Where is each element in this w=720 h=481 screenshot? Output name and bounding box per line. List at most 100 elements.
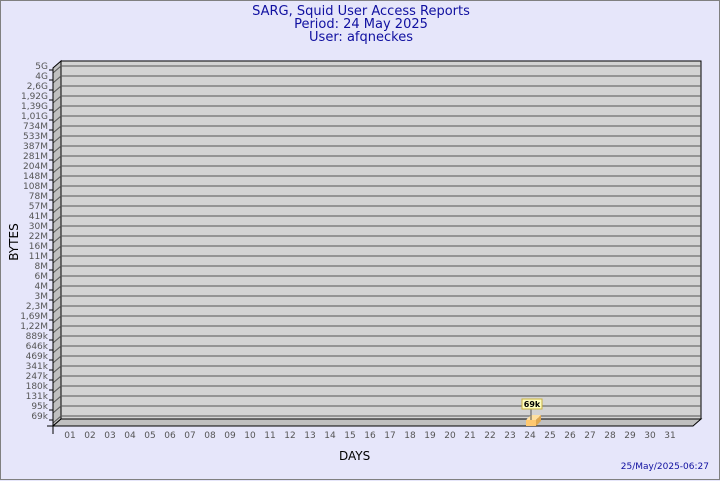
y-tick-label: 148M <box>23 172 48 182</box>
grid-diagonal <box>52 235 62 244</box>
y-tick-label: 78M <box>29 192 48 202</box>
y-tick-label: 11M <box>29 252 48 262</box>
x-tick-label: 28 <box>604 431 616 441</box>
grid-diagonal <box>52 145 62 154</box>
grid-diagonal <box>52 65 62 74</box>
y-tick-label: 6M <box>35 272 49 282</box>
y-tick-label: 1,22M <box>20 322 48 332</box>
timestamp: 25/May/2025-06:27 <box>620 462 709 472</box>
y-tick-label: 281M <box>23 152 48 162</box>
x-tick-label: 26 <box>564 431 576 441</box>
y-tick-label: 95k <box>31 402 48 412</box>
y-tick-label: 2,3M <box>26 302 48 312</box>
y-tick-label: 646k <box>26 342 49 352</box>
grid-diagonal <box>52 185 62 194</box>
y-tick-label: 30M <box>29 222 48 232</box>
y-tick-label: 533M <box>23 132 48 142</box>
y-tick-label: 131k <box>26 392 49 402</box>
chart-title: SARG, Squid User Access Reports <box>252 4 470 19</box>
x-tick-label: 19 <box>424 431 436 441</box>
x-tick-label: 21 <box>464 431 475 441</box>
grid-diagonal <box>52 285 62 294</box>
grid-diagonal <box>52 415 62 424</box>
x-tick-label: 07 <box>184 431 195 441</box>
grid-diagonal <box>52 135 62 144</box>
x-tick-label: 31 <box>664 431 675 441</box>
x-tick-label: 30 <box>644 431 656 441</box>
x-tick-label: 17 <box>384 431 395 441</box>
y-tick-label: 1,92G <box>21 92 48 102</box>
grid-diagonal <box>52 175 62 184</box>
chart-user: User: afqneckes <box>309 30 413 45</box>
grid-diagonal <box>52 255 62 264</box>
x-tick-label: 13 <box>304 431 315 441</box>
x-tick-label: 04 <box>124 431 136 441</box>
bar-side <box>536 415 541 426</box>
data-label: 69k <box>524 400 541 409</box>
x-tick-label: 08 <box>204 431 216 441</box>
x-tick-label: 03 <box>104 431 115 441</box>
x-tick-label: 29 <box>624 431 636 441</box>
grid-diagonal <box>52 215 62 224</box>
grid-diagonal <box>52 165 62 174</box>
grid-diagonal <box>52 95 62 104</box>
y-tick-label: 469k <box>26 352 49 362</box>
y-tick-label: 1,01G <box>21 112 48 122</box>
grid-diagonal <box>52 275 62 284</box>
x-tick-label: 10 <box>244 431 256 441</box>
grid-diagonal <box>52 75 62 84</box>
y-tick-label: 41M <box>29 212 48 222</box>
grid-diagonal <box>52 265 62 274</box>
y-tick-label: 387M <box>23 142 48 152</box>
grid-diagonal <box>52 115 62 124</box>
y-tick-label: 2,6G <box>27 82 48 92</box>
grid-diagonal <box>52 85 62 94</box>
grid-diagonal <box>52 295 62 304</box>
x-tick-label: 06 <box>164 431 176 441</box>
y-tick-label: 22M <box>29 232 48 242</box>
y-tick-label: 5G <box>35 62 48 72</box>
y-tick-label: 204M <box>23 162 48 172</box>
x-axis-label: DAYS <box>339 449 371 463</box>
y-tick-label: 3M <box>35 292 49 302</box>
grid-diagonal <box>52 375 62 384</box>
y-tick-label: 734M <box>23 122 48 132</box>
grid-diagonal <box>52 395 62 404</box>
grid-diagonal <box>52 385 62 394</box>
grid-diagonal <box>52 225 62 234</box>
grid-diagonal <box>52 155 62 164</box>
grid-diagonal <box>52 355 62 364</box>
y-tick-label: 341k <box>26 362 49 372</box>
x-tick-label: 15 <box>344 431 355 441</box>
y-axis-label: BYTES <box>7 223 21 261</box>
y-tick-label: 1,39G <box>21 102 48 112</box>
grid-diagonal <box>52 105 62 114</box>
chart-period: Period: 24 May 2025 <box>294 17 428 32</box>
data-label-box <box>521 398 543 410</box>
grid-diagonal <box>52 195 62 204</box>
x-tick-label: 09 <box>224 431 236 441</box>
back-panel <box>60 60 702 420</box>
x-tick-label: 27 <box>584 431 595 441</box>
x-tick-label: 24 <box>524 431 536 441</box>
x-tick-label: 23 <box>504 431 515 441</box>
x-tick-label: 16 <box>364 431 376 441</box>
x-tick-label: 20 <box>444 431 456 441</box>
x-tick-label: 14 <box>324 431 336 441</box>
y-tick-label: 4M <box>35 282 49 292</box>
grid-diagonal <box>52 245 62 254</box>
x-tick-label: 18 <box>404 431 416 441</box>
grid-diagonal <box>52 335 62 344</box>
x-tick-label: 11 <box>264 431 275 441</box>
bar <box>526 420 536 426</box>
grid-diagonal <box>52 205 62 214</box>
x-tick-label: 22 <box>484 431 495 441</box>
floor <box>51 418 703 427</box>
grid-diagonal <box>52 345 62 354</box>
y-tick-label: 108M <box>23 182 48 192</box>
grid-diagonal <box>52 365 62 374</box>
y-tick-label: 889k <box>26 332 49 342</box>
side-wall <box>52 59 62 428</box>
